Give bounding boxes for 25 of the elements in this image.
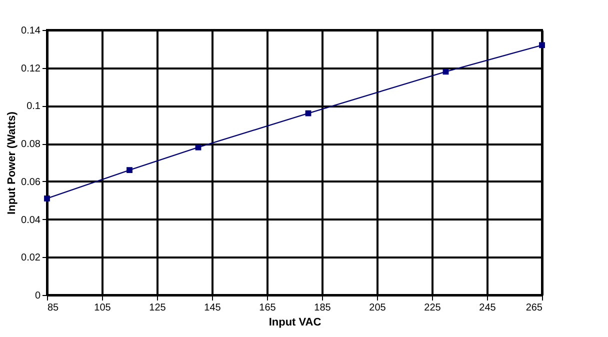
point (442, 68, 449, 75)
x-tick-label: 265 (526, 302, 543, 314)
x-tick-label: 245 (479, 302, 496, 314)
y-tick-label: 0 (34, 290, 41, 302)
x-tick-label: 165 (259, 302, 276, 314)
x-axis-title: Input VAC (268, 316, 322, 328)
y-tick-label: 0.12 (21, 63, 41, 74)
y-tick-label: 0.04 (21, 214, 41, 226)
x-tick-label: 125 (149, 302, 166, 314)
point (539, 42, 545, 48)
x-tick-label: 85 (48, 302, 60, 314)
x-tick-label: 185 (314, 302, 332, 314)
point (195, 144, 202, 150)
y-tick-label: 0.14 (21, 26, 41, 36)
point (126, 167, 132, 174)
x-tick-label: 105 (94, 302, 112, 314)
point (44, 196, 50, 202)
y-tick-label: 0.06 (21, 176, 41, 188)
x-tick-label: 225 (424, 302, 442, 314)
y-tick-label: 0.1 (26, 101, 41, 112)
y-tick-label: 0.08 (21, 139, 41, 150)
x-tick-label: 145 (204, 302, 222, 314)
y-axis-title: Input Power (Watts) (6, 111, 18, 214)
y-tick-label: 0.02 (21, 252, 41, 264)
x-tick-label: 205 (369, 302, 386, 314)
